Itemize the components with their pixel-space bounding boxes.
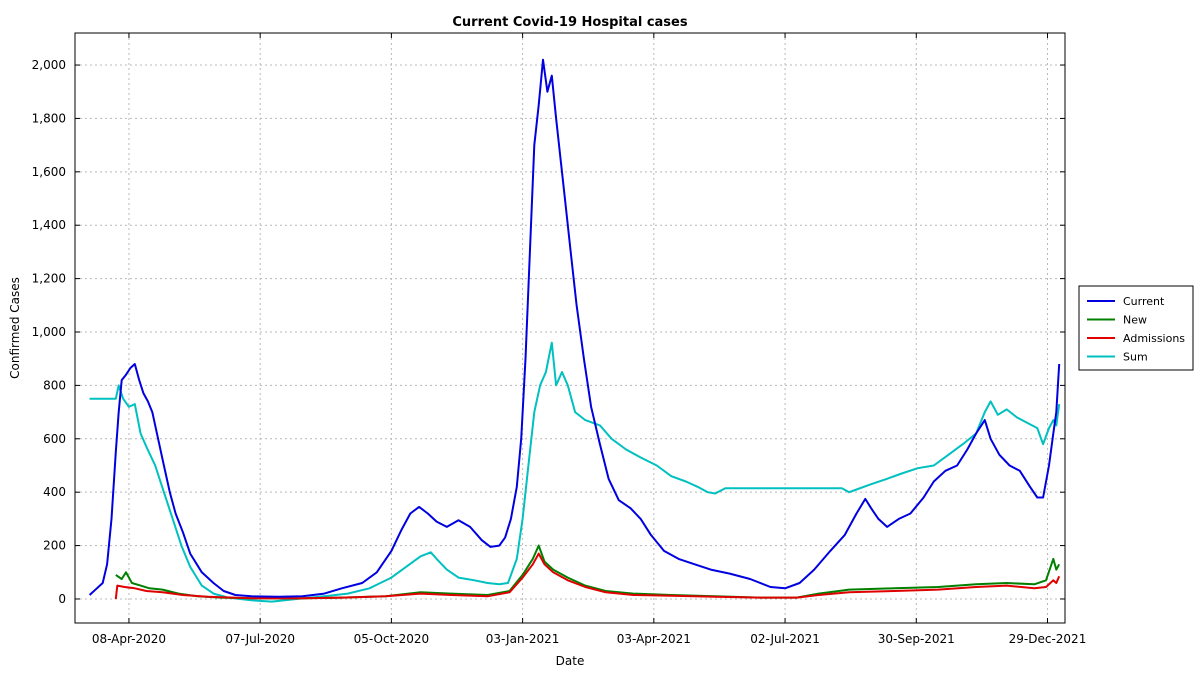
series-line-new — [115, 544, 1061, 600]
x-tick-label: 08-Apr-2020 — [92, 632, 166, 646]
x-tick-label: 02-Jul-2021 — [750, 632, 820, 646]
x-tick-label: 03-Jan-2021 — [486, 632, 560, 646]
y-axis-label: Confirmed Cases — [8, 277, 22, 379]
x-tick-label: 03-Apr-2021 — [617, 632, 691, 646]
x-tick-label: 07-Jul-2020 — [225, 632, 295, 646]
series-line-admissions — [114, 552, 1061, 600]
y-tick-label: 600 — [43, 432, 66, 446]
y-tick-label: 1,600 — [32, 165, 66, 179]
axis-ticks: 0 200 400 600 800 1,000 1,200 1,400 1,600 1,800 2,… — [32, 33, 1087, 646]
legend-label-admissions: Admissions — [1123, 332, 1185, 345]
y-tick-label: 1,400 — [32, 218, 66, 232]
series-line-sum — [89, 341, 1061, 603]
legend-label-new: New — [1123, 314, 1147, 327]
x-tick-label: 05-Oct-2020 — [354, 632, 430, 646]
y-tick-label: 2,000 — [32, 58, 66, 72]
series-line-current — [88, 58, 1061, 598]
x-axis-label: Date — [556, 654, 585, 668]
plot-area-frame — [74, 32, 1066, 624]
y-tick-label: 1,000 — [32, 325, 66, 339]
y-tick-label: 800 — [43, 378, 66, 392]
legend: Current New Admissions Sum — [1078, 285, 1194, 371]
legend-label-current: Current — [1123, 295, 1165, 308]
y-tick-label: 1,200 — [32, 272, 66, 286]
legend-label-sum: Sum — [1123, 351, 1148, 364]
y-tick-label: 400 — [43, 485, 66, 499]
x-tick-label: 29-Dec-2021 — [1009, 632, 1087, 646]
chart-title: Current Covid-19 Hospital cases — [452, 15, 687, 30]
series-layer — [88, 58, 1061, 603]
x-tick-label: 30-Sep-2021 — [878, 632, 955, 646]
y-tick-label: 1,800 — [32, 111, 66, 125]
y-tick-label: 200 — [43, 539, 66, 553]
y-tick-label: 0 — [58, 592, 66, 606]
